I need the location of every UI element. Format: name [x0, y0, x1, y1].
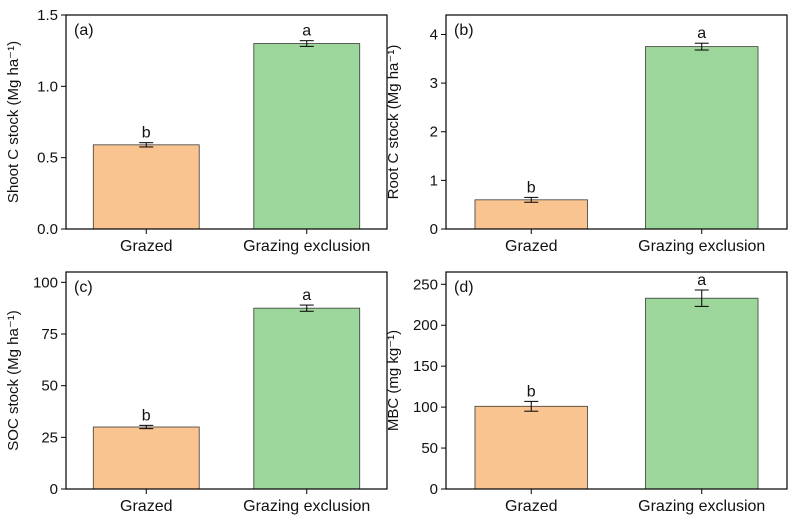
- error-bar: [139, 142, 154, 148]
- error-bar: [299, 40, 314, 47]
- plot-frame: [445, 271, 788, 490]
- error-bar: [694, 42, 709, 51]
- y-tick-label: 50: [421, 440, 438, 457]
- panel-label: (b): [454, 22, 474, 39]
- x-tick-label: Grazed: [505, 498, 557, 515]
- bar-grazed: [474, 199, 588, 230]
- panel-label: (a): [74, 22, 94, 39]
- bar-grazed: [474, 405, 588, 490]
- y-tick-label: 1: [430, 172, 438, 189]
- y-tick-label: 250: [413, 276, 438, 293]
- y-tick-label: 4: [430, 26, 438, 43]
- y-tick-label: 100: [33, 274, 58, 291]
- panel-label: (c): [74, 279, 93, 296]
- error-bar: [299, 304, 314, 312]
- significance-letter: b: [142, 407, 151, 424]
- plot-frame: [65, 14, 388, 230]
- x-tick-label: Grazing exclusion: [638, 238, 765, 255]
- x-tick-label: Grazing exclusion: [243, 498, 370, 515]
- significance-letter: b: [527, 179, 536, 196]
- plot-frame: [65, 271, 388, 490]
- chart-panel-a: b Grazed a Grazing exclusion 0.0 0.5 1.0 1.5 Sho…: [5, 7, 388, 255]
- y-tick-label: 25: [41, 429, 58, 446]
- x-tick-label: Grazing exclusion: [243, 238, 370, 255]
- x-tick-label: Grazing exclusion: [638, 498, 765, 515]
- chart-panel-c: b Grazed a Grazing exclusion 0 25 50 75 100 SOC s…: [5, 271, 388, 515]
- plot-frame: [445, 14, 788, 230]
- y-tick-label: 0.5: [37, 150, 58, 167]
- chart-panel-b: b Grazed a Grazing exclusion 0 1 2 3 4 Root C sto…: [385, 14, 788, 255]
- y-tick-label: 0: [50, 481, 58, 498]
- x-tick-label: Grazed: [120, 498, 172, 515]
- y-tick-label: 0: [430, 221, 438, 238]
- x-tick-label: Grazed: [505, 238, 557, 255]
- significance-letter: b: [527, 383, 536, 400]
- bar-grazed: [92, 144, 200, 230]
- significance-letter: a: [302, 23, 311, 40]
- bar-grazed: [92, 426, 200, 490]
- y-tick-label: 1.0: [37, 78, 58, 95]
- error-bar: [524, 400, 539, 412]
- y-tick-label: 1.5: [37, 7, 58, 24]
- y-tick-label: 0.0: [37, 221, 58, 238]
- bar-grazing-exclusion: [645, 46, 759, 230]
- significance-letter: a: [697, 25, 706, 42]
- y-tick-label: 200: [413, 317, 438, 334]
- y-tick-label: 0: [430, 481, 438, 498]
- y-axis-label: Root C stock (Mg ha⁻¹): [385, 45, 402, 200]
- y-axis-label: Shoot C stock (Mg ha⁻¹): [5, 41, 22, 203]
- significance-letter: a: [302, 287, 311, 304]
- panel-label: (d): [454, 279, 474, 296]
- error-bar: [524, 196, 539, 203]
- y-tick-label: 2: [430, 124, 438, 141]
- y-axis-label: MBC (mg kg⁻¹): [385, 330, 402, 431]
- y-tick-label: 3: [430, 75, 438, 92]
- bar-grazing-exclusion: [253, 307, 361, 490]
- bar-grazing-exclusion: [253, 43, 361, 230]
- y-axis-label: SOC stock (Mg ha⁻¹): [5, 310, 22, 450]
- error-bar: [139, 424, 154, 430]
- chart-panel-d: b Grazed a Grazing exclusion 0 50 100 150 200 250…: [385, 271, 788, 515]
- bar-grazing-exclusion: [645, 297, 759, 490]
- y-tick-label: 50: [41, 378, 58, 395]
- significance-letter: a: [697, 272, 706, 289]
- error-bar: [694, 289, 709, 307]
- y-tick-label: 75: [41, 326, 58, 343]
- y-tick-label: 100: [413, 399, 438, 416]
- x-tick-label: Grazed: [120, 238, 172, 255]
- y-tick-label: 150: [413, 358, 438, 375]
- significance-letter: b: [142, 125, 151, 142]
